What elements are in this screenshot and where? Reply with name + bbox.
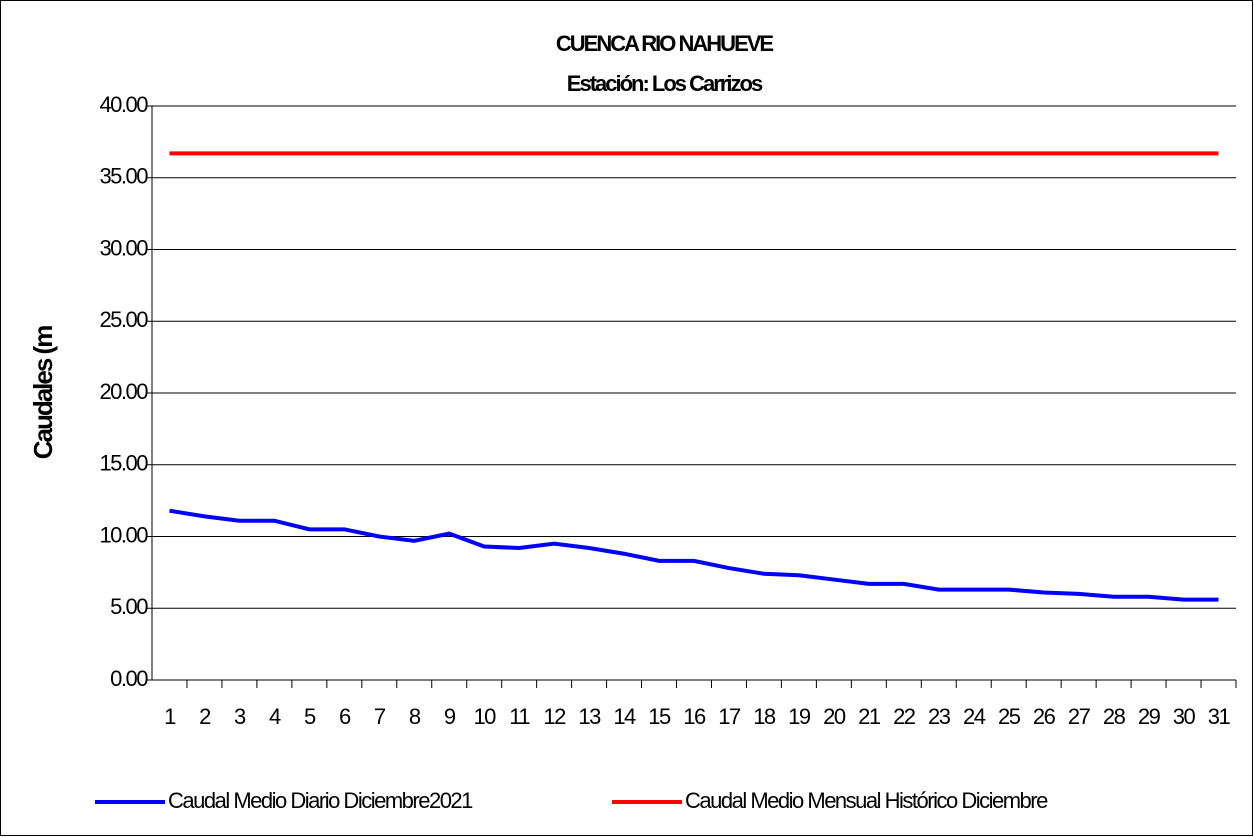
x-tick-label: 23 <box>928 704 951 729</box>
x-tick-label: 12 <box>543 704 566 729</box>
x-tick-label: 4 <box>269 704 281 729</box>
legend-label: Caudal Medio Mensual Histórico Diciembre <box>685 788 1048 813</box>
x-tick-label: 1 <box>164 704 176 729</box>
y-tick-label: 30.00 <box>99 235 148 260</box>
x-tick-label: 21 <box>858 704 881 729</box>
y-tick-label: 10.00 <box>99 522 148 547</box>
x-tick-label: 5 <box>304 704 316 729</box>
x-tick-label: 17 <box>718 704 741 729</box>
y-tick-label: 15.00 <box>99 451 148 476</box>
y-tick-label: 0.00 <box>110 666 148 691</box>
x-tick-label: 3 <box>234 704 246 729</box>
x-tick-label: 27 <box>1068 704 1091 729</box>
x-tick-label: 14 <box>613 704 636 729</box>
x-tick-label: 28 <box>1103 704 1126 729</box>
x-tick-label: 18 <box>753 704 776 729</box>
x-tick-label: 20 <box>823 704 846 729</box>
y-axis-label: Caudales (m <box>28 326 58 459</box>
x-tick-label: 15 <box>648 704 671 729</box>
legend-label: Caudal Medio Diario Diciembre2021 <box>168 788 473 813</box>
x-tick-label: 11 <box>509 704 530 729</box>
y-tick-label: 20.00 <box>99 379 148 404</box>
y-tick-label: 5.00 <box>110 594 148 619</box>
x-tick-label: 25 <box>998 704 1021 729</box>
x-tick-label: 13 <box>578 704 601 729</box>
x-tick-label: 30 <box>1173 704 1196 729</box>
y-tick-label: 25.00 <box>99 307 148 332</box>
y-tick-label: 35.00 <box>99 164 148 189</box>
x-tick-label: 31 <box>1208 704 1231 729</box>
x-tick-label: 26 <box>1033 704 1056 729</box>
chart-title: CUENCA RIO NAHUEVE <box>556 31 774 56</box>
chart-subtitle: Estación: Los Carrizos <box>567 71 763 96</box>
x-tick-label: 22 <box>893 704 916 729</box>
x-tick-label: 2 <box>199 704 211 729</box>
x-tick-label: 7 <box>374 704 386 729</box>
x-tick-label: 10 <box>473 704 496 729</box>
x-tick-label: 16 <box>683 704 706 729</box>
x-tick-label: 9 <box>444 704 456 729</box>
x-tick-label: 19 <box>788 704 811 729</box>
y-tick-label: 40.00 <box>99 92 148 117</box>
x-tick-label: 24 <box>963 704 986 729</box>
x-tick-label: 6 <box>339 704 351 729</box>
series-line <box>169 508 1219 602</box>
x-tick-label: 8 <box>409 704 421 729</box>
x-tick-label: 29 <box>1138 704 1161 729</box>
